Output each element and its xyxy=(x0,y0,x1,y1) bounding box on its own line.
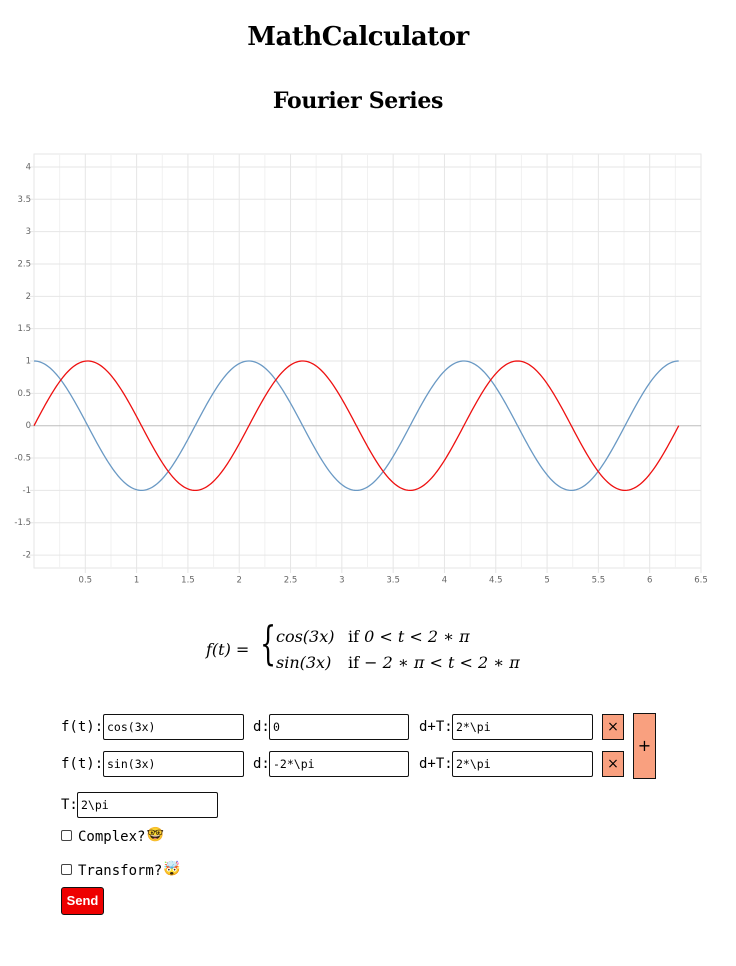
f-label: f(t): xyxy=(61,719,104,735)
formula-case-2-cond: − 2 ∗ π < t < 2 ∗ π xyxy=(364,653,520,672)
formula-lhs: f(t) = xyxy=(206,640,250,659)
end-input[interactable] xyxy=(452,751,593,777)
transform-checkbox[interactable] xyxy=(61,863,72,875)
chart-axes: 0.5 1 1.5 2 2.5 3 3.5 4 4.5 5 5.5 6 6.5 4 3.5 3 2.5 2 1.5 1… xyxy=(14,162,707,585)
formula-case-1-if: if xyxy=(348,627,360,646)
function-input[interactable] xyxy=(103,714,244,740)
formula-brace: { xyxy=(260,616,277,670)
x-tick-label: 4.5 xyxy=(489,576,503,586)
end-label: d+T: xyxy=(419,719,453,735)
formula-case-2-expr: sin(3x) xyxy=(276,653,332,672)
remove-row-button[interactable]: × xyxy=(602,714,624,740)
x-tick-label: 2 xyxy=(237,576,242,586)
y-tick-label: 3 xyxy=(26,227,31,237)
x-tick-label: 6.5 xyxy=(694,576,708,586)
chart-grid xyxy=(30,153,702,573)
series-line-sin xyxy=(33,360,680,492)
end-input[interactable] xyxy=(452,714,593,740)
x-tick-label: 2.5 xyxy=(284,576,298,586)
y-tick-label: -1.5 xyxy=(14,518,31,528)
y-tick-label: -2 xyxy=(23,551,31,561)
transform-option[interactable]: Transform?🤯 xyxy=(61,861,181,880)
end-label: d+T: xyxy=(419,756,453,772)
fourier-chart: 0.5 1 1.5 2 2.5 3 3.5 4 4.5 5 5.5 6 6.5 4 3.5 3 2.5 2 1.5 1… xyxy=(14,153,708,586)
y-tick-label: 0 xyxy=(26,421,31,431)
formula-case-2: sin(3x) if − 2 ∗ π < t < 2 ∗ π xyxy=(276,653,520,672)
y-tick-label: 2 xyxy=(26,292,31,302)
d-label: d: xyxy=(253,719,270,735)
formula-case-1-cond: 0 < t < 2 ∗ π xyxy=(364,627,470,646)
period-label: T: xyxy=(61,797,78,813)
formula-case-2-if: if xyxy=(348,653,360,672)
d-label: d: xyxy=(253,756,270,772)
complex-checkbox[interactable] xyxy=(61,829,72,841)
complex-label: Complex? xyxy=(78,829,146,845)
start-input[interactable] xyxy=(269,751,409,777)
formula-case-1: cos(3x) if 0 < t < 2 ∗ π xyxy=(276,627,470,646)
y-tick-label: 2.5 xyxy=(17,259,31,269)
x-tick-label: 3.5 xyxy=(386,576,400,586)
y-tick-label: 4 xyxy=(26,162,31,172)
transform-label: Transform? xyxy=(78,863,163,879)
start-input[interactable] xyxy=(269,714,409,740)
x-tick-label: 4 xyxy=(442,576,447,586)
x-tick-label: 6 xyxy=(647,576,652,586)
function-input[interactable] xyxy=(103,751,244,777)
nerd-face-icon: 🤓 xyxy=(146,827,164,843)
app-title: MathCalculator xyxy=(247,22,469,52)
remove-row-button[interactable]: × xyxy=(602,751,624,777)
f-label: f(t): xyxy=(61,756,104,772)
y-tick-label: 1 xyxy=(26,357,31,367)
complex-option[interactable]: Complex?🤓 xyxy=(61,827,164,846)
y-tick-label: 3.5 xyxy=(17,195,31,205)
y-tick-label: -1 xyxy=(23,486,31,496)
chart-series xyxy=(33,360,680,492)
page-title: Fourier Series xyxy=(272,88,444,114)
period-input[interactable] xyxy=(77,792,218,818)
exploding-head-icon: 🤯 xyxy=(163,861,181,877)
x-tick-label: 5 xyxy=(544,576,549,586)
formula-case-1-expr: cos(3x) xyxy=(276,627,335,646)
series-line-cos xyxy=(33,360,679,492)
x-tick-label: 5.5 xyxy=(592,576,606,586)
x-tick-label: 0.5 xyxy=(79,576,93,586)
x-tick-label: 1 xyxy=(134,576,139,586)
y-tick-label: -0.5 xyxy=(14,454,31,464)
x-tick-label: 1.5 xyxy=(181,576,195,586)
send-button[interactable]: Send xyxy=(61,887,104,915)
y-tick-label: 1.5 xyxy=(17,324,31,334)
add-row-button[interactable]: + xyxy=(633,713,656,779)
piecewise-formula: f(t) = { cos(3x) if 0 < t < 2 ∗ π sin(3x… xyxy=(206,616,526,680)
x-tick-label: 3 xyxy=(339,576,344,586)
y-tick-label: 0.5 xyxy=(17,389,31,399)
